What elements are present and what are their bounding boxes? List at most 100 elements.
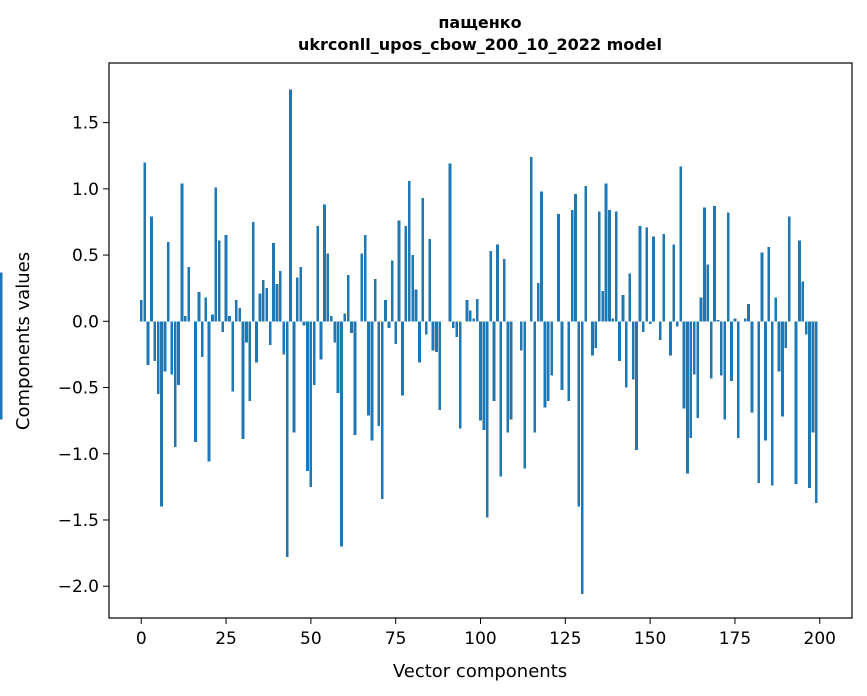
bar-24 xyxy=(221,321,225,332)
bar-76 xyxy=(397,220,401,322)
bar-70 xyxy=(377,321,381,426)
bar-97 xyxy=(468,310,472,322)
bar-128 xyxy=(574,194,577,322)
bar-48 xyxy=(302,321,306,326)
bar-121 xyxy=(550,321,554,376)
bar-145 xyxy=(631,321,635,380)
bar-67 xyxy=(367,321,370,416)
y-tick-label: 0.0 xyxy=(72,312,99,332)
bar-82 xyxy=(418,321,421,363)
bar-173 xyxy=(726,212,730,322)
bar-189 xyxy=(781,321,784,417)
bar-193 xyxy=(794,321,798,485)
bar-164 xyxy=(696,321,699,418)
y-axis-ticks: −2.0 −1.5 −1.0 −0.5 0.0 0.5 1.0 1.5 xyxy=(58,114,109,597)
bar-55 xyxy=(326,253,330,322)
bar-150 xyxy=(648,321,652,324)
bar-27 xyxy=(231,321,235,392)
bar-175 xyxy=(733,318,737,322)
bar-127 xyxy=(570,210,574,322)
bar-106 xyxy=(499,321,503,477)
bar-9 xyxy=(170,321,174,375)
bar-163 xyxy=(692,321,696,375)
bar-195 xyxy=(801,281,805,322)
bar-160 xyxy=(682,321,686,409)
bar-56 xyxy=(329,316,333,322)
bar-154 xyxy=(662,233,666,322)
x-tick-label: 200 xyxy=(804,629,836,649)
bar-187 xyxy=(774,297,778,322)
bar-158 xyxy=(675,321,679,327)
bar-83 xyxy=(421,198,425,322)
bar-58 xyxy=(336,321,340,393)
bar-41 xyxy=(278,270,282,322)
bar-1 xyxy=(143,162,146,322)
y-tick-label: −2.0 xyxy=(58,577,99,597)
bar-59 xyxy=(340,321,343,547)
bar-167 xyxy=(706,264,710,322)
bar-71 xyxy=(380,321,384,499)
bar-138 xyxy=(608,210,611,322)
bar-196 xyxy=(804,321,808,335)
bar-98 xyxy=(472,318,476,322)
bar-142 xyxy=(621,294,625,322)
bar-144 xyxy=(628,273,632,322)
x-tick-label: 100 xyxy=(464,629,496,649)
bar-194 xyxy=(798,240,801,322)
bar-115 xyxy=(530,157,533,322)
bar-52 xyxy=(316,225,319,322)
bar-135 xyxy=(597,211,601,322)
bar-166 xyxy=(703,207,706,322)
bar-50 xyxy=(309,321,313,487)
bar-113 xyxy=(523,321,526,469)
bar-5 xyxy=(156,321,160,395)
x-tick-label: 175 xyxy=(719,629,751,649)
bar-37 xyxy=(265,288,269,322)
bar-149 xyxy=(645,227,649,322)
bar-123 xyxy=(557,214,560,322)
bar-80 xyxy=(411,255,414,322)
bar-66 xyxy=(363,235,367,322)
bar-72 xyxy=(384,300,387,322)
bar-124 xyxy=(560,321,564,391)
bar-185 xyxy=(767,247,771,322)
bar-6 xyxy=(160,321,163,507)
bar-146 xyxy=(635,321,638,450)
x-tick-label: 150 xyxy=(634,629,666,649)
bar-169 xyxy=(713,206,716,322)
bar-3 xyxy=(150,216,153,322)
bar-65 xyxy=(360,253,364,322)
bar-179 xyxy=(747,304,750,322)
bar-74 xyxy=(390,260,394,322)
bar-109 xyxy=(509,321,513,420)
bar-119 xyxy=(543,321,547,408)
bar-26 xyxy=(228,316,231,322)
bar-0 xyxy=(139,300,143,322)
bar-174 xyxy=(730,321,733,381)
bar-102 xyxy=(485,321,489,518)
bar-29 xyxy=(238,308,241,322)
bar-107 xyxy=(502,259,506,322)
bar-182 xyxy=(757,321,761,483)
bar-153 xyxy=(658,321,662,340)
bar-79 xyxy=(407,180,411,322)
bar-172 xyxy=(723,321,727,420)
bar-63 xyxy=(353,321,357,436)
bar-143 xyxy=(625,321,628,388)
bar-129 xyxy=(577,321,581,507)
bar-92 xyxy=(452,321,455,328)
x-tick-label: 50 xyxy=(300,629,322,649)
bar-162 xyxy=(689,321,693,438)
y-axis-label: Components values xyxy=(13,252,34,430)
chart-subtitle: ukrconll_upos_cbow_200_10_2022 model xyxy=(298,35,662,54)
bar-60 xyxy=(343,313,347,322)
bar-112 xyxy=(519,321,523,351)
bar-184 xyxy=(764,321,767,441)
bar-69 xyxy=(373,278,377,322)
bar-38 xyxy=(268,321,272,346)
bar-134 xyxy=(594,321,598,348)
bar-188 xyxy=(777,321,781,372)
x-axis-label: Vector components xyxy=(393,661,567,682)
bar-32 xyxy=(248,321,252,401)
bar-136 xyxy=(601,290,604,322)
